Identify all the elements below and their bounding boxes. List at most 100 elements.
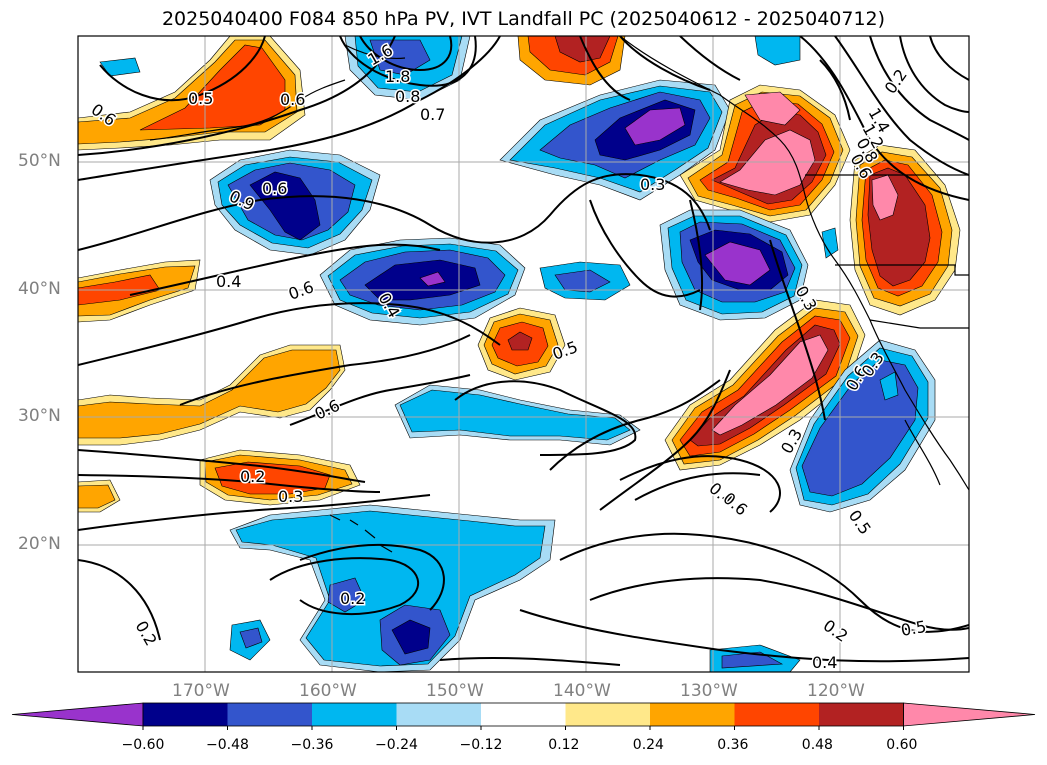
contour-line (179, 334, 471, 406)
colorbar-tick-label: −0.36 (290, 737, 334, 753)
contour-line (78, 302, 501, 366)
contour-line (78, 494, 431, 531)
contour-line (78, 559, 161, 641)
colorbar-bin (312, 703, 397, 726)
lat-label-40n: 40°N (18, 279, 61, 299)
pv-anomaly-pos (214, 461, 331, 495)
contour-line (289, 374, 471, 426)
contour-line (519, 609, 969, 663)
map-title: 2025040400 F084 850 hPa PV, IVT Landfall… (161, 8, 886, 30)
colorbar-tick-label: −0.60 (121, 737, 165, 753)
contour-line (129, 243, 441, 296)
lon-label-130w: 130°W (680, 681, 738, 701)
lon-label-150w: 150°W (426, 681, 484, 701)
colorbar-bin (650, 703, 735, 726)
contour-label: 0.3 (640, 175, 665, 194)
colorbar-tick-label: −0.48 (206, 737, 249, 753)
colorbar-tick-label: −0.12 (459, 737, 503, 753)
contour-line (78, 449, 366, 483)
contour-label: 0.6 (280, 90, 305, 109)
colorbar-extend-max (903, 702, 1036, 727)
pv-anomaly-neg (879, 371, 899, 401)
coastline-aleutians (344, 44, 406, 60)
contour-line (359, 36, 453, 72)
pv-anomaly-neg (235, 510, 546, 667)
lat-label-30n: 30°N (18, 406, 61, 426)
pv-anomaly-pos (78, 484, 116, 509)
contour-line (689, 199, 703, 311)
contour-line (819, 59, 851, 121)
map-frame (77, 35, 970, 673)
pv-anomaly-neg (327, 577, 366, 613)
lon-label-120w: 120°W (807, 681, 865, 701)
contour-label: 0.3 (278, 487, 303, 506)
coastline-north-america (619, 36, 969, 491)
pv-anomaly-neg (704, 241, 771, 286)
state-border (869, 319, 921, 329)
contour-lines (78, 36, 969, 666)
colorbar-bin (143, 703, 228, 726)
contour-line (269, 557, 420, 615)
pv-anomaly-pos (507, 331, 533, 351)
contour-line (549, 379, 721, 471)
colorbar-tick-label: 0.48 (801, 737, 833, 753)
lat-label-20n: 20°N (18, 534, 61, 554)
colorbar-tick-label: −0.24 (375, 737, 418, 753)
contour-line (869, 36, 969, 141)
contour-line (679, 36, 741, 81)
colorbar-extend-min (11, 702, 144, 727)
contour-line (99, 36, 266, 102)
contour-line (834, 36, 969, 176)
lon-label-170w: 170°W (172, 681, 230, 701)
colorbar-bin (227, 703, 312, 726)
pv-anomaly-pos (139, 44, 286, 131)
pv-anomaly-neg (419, 271, 446, 287)
contour-label: 0.2 (340, 589, 365, 608)
contour-line (634, 472, 761, 501)
pv-anomaly-neg (754, 36, 801, 66)
state-border (835, 264, 969, 276)
contour-label: 0.2 (240, 467, 265, 486)
colorbar-tick-label: 0.24 (632, 737, 664, 753)
contour-line (78, 474, 381, 493)
pv-anomaly-neg (821, 227, 839, 259)
contour-line (339, 36, 477, 87)
pv-anomaly-pos (554, 36, 611, 63)
contour-line (78, 173, 711, 251)
pv-anomaly-pos (711, 334, 829, 436)
contour-line (769, 239, 826, 421)
coastline-hawaii (329, 514, 393, 553)
contour-label: 1.8 (385, 67, 410, 86)
pv-anomaly-neg (624, 107, 686, 146)
contour-label: 0.5 (188, 89, 213, 108)
pv-anomaly-neg (391, 619, 431, 655)
pv-anomaly-neg (249, 171, 321, 241)
contour-line (439, 656, 621, 666)
contour-line (929, 36, 969, 81)
colorbar (11, 702, 1036, 730)
contour-line (454, 380, 637, 456)
contour-line (599, 369, 731, 511)
pv-anomaly-neg (399, 389, 631, 441)
pv-anomaly-neg (369, 39, 431, 76)
contour-line (799, 36, 969, 201)
gridlines (78, 36, 969, 672)
colorbar-bin (481, 703, 566, 726)
contour-line (899, 36, 969, 113)
colorbar-tick-label: 0.36 (717, 737, 749, 753)
colorbar-bin (734, 703, 819, 726)
colorbar-bin (565, 703, 650, 726)
contour-line (299, 543, 445, 611)
map-plot-area (78, 36, 969, 672)
colorbar-tick-label: 0.12 (548, 737, 580, 753)
contour-line (589, 199, 701, 298)
colorbar-frame (142, 702, 904, 727)
lon-label-140w: 140°W (553, 681, 611, 701)
pv-anomaly-neg (554, 269, 611, 293)
contour-label: 0.4 (216, 272, 241, 291)
contour-label: 0.6 (262, 179, 287, 198)
lat-label-50n: 50°N (18, 151, 61, 171)
coastline-alaska-islands (149, 79, 346, 141)
contour-line (78, 36, 501, 181)
